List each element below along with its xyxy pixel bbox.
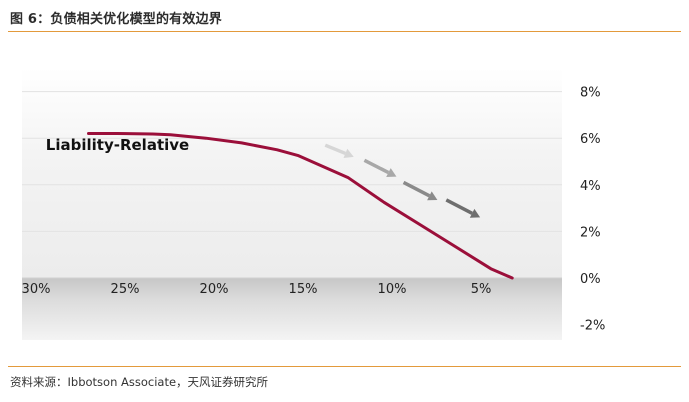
y-tick-label: 0% xyxy=(580,272,601,287)
liability-relative-line xyxy=(87,132,514,280)
y-tick-label: 6% xyxy=(580,132,601,147)
y-tick-label: 4% xyxy=(580,179,601,194)
x-tick-label: 10% xyxy=(378,282,407,297)
trend-arrow xyxy=(445,198,481,218)
series-label: Liability-Relative xyxy=(46,136,189,154)
plot-background xyxy=(22,68,562,278)
figure-title: 图 6：负债相关优化模型的有效边界 xyxy=(10,12,222,27)
x-tick-label: 25% xyxy=(111,282,140,297)
x-tick-label: 15% xyxy=(289,282,318,297)
y-tick-label: 8% xyxy=(580,86,601,101)
trend-arrow xyxy=(324,143,354,159)
x-tick-label: 5% xyxy=(471,282,492,297)
y-tick-label: 2% xyxy=(580,225,601,240)
title-rule xyxy=(8,31,681,32)
source-note: 资料来源：Ibbotson Associate，天风证券研究所 xyxy=(10,375,269,389)
source-rule xyxy=(8,366,681,367)
x-tick-label: 20% xyxy=(200,282,229,297)
trend-arrow xyxy=(402,180,438,201)
x-tick-label: 30% xyxy=(22,282,51,297)
y-tick-label: -2% xyxy=(580,319,605,334)
plot-lower-band xyxy=(22,278,562,340)
trend-arrow xyxy=(363,158,397,178)
